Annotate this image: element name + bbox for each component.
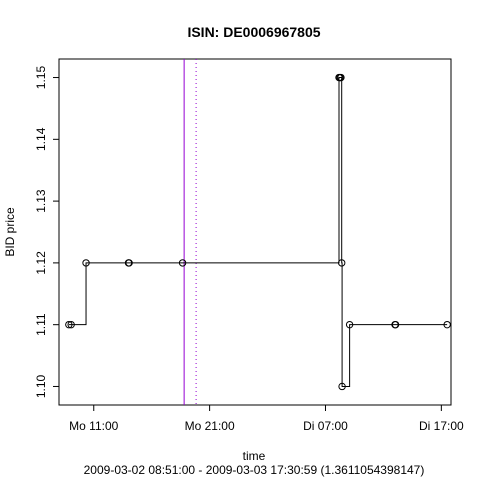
- x-tick-label: Di 07:00: [303, 419, 348, 433]
- data-point: [391, 320, 400, 329]
- y-tick-label: 1.15: [34, 66, 48, 90]
- data-point: [338, 382, 346, 391]
- x-axis-label: time: [243, 449, 266, 463]
- x-tick-label: Mo 21:00: [185, 419, 235, 433]
- subtitle: 2009-03-02 08:51:00 - 2009-03-03 17:30:5…: [84, 463, 425, 477]
- y-tick-label: 1.13: [34, 189, 48, 213]
- plot-frame: [58, 58, 452, 406]
- x-tick-label: Mo 11:00: [69, 419, 118, 433]
- data-point: [82, 259, 90, 267]
- plot-area: [65, 59, 451, 405]
- data-point: [67, 320, 75, 329]
- data-point: [125, 259, 133, 267]
- y-axis: 1.10 1.11 1.12 1.13 1.14 1.15: [34, 66, 59, 398]
- y-tick-label: 1.14: [34, 127, 48, 151]
- y-axis-label: BID price: [3, 207, 17, 257]
- data-point: [65, 320, 73, 329]
- x-axis: Mo 11:00 Mo 21:00 Di 07:00 Di 17:00: [69, 405, 464, 433]
- series-line: [68, 77, 448, 387]
- data-point: [345, 320, 354, 329]
- y-tick-label: 1.11: [34, 313, 48, 336]
- data-point: [443, 320, 451, 329]
- data-point: [337, 73, 345, 82]
- y-tick-label: 1.12: [34, 251, 48, 275]
- data-point: [338, 259, 346, 267]
- data-point: [178, 259, 187, 267]
- chart-title: ISIN: DE0006967805: [187, 24, 320, 40]
- y-tick-label: 1.10: [34, 374, 48, 398]
- x-tick-label: Di 17:00: [419, 419, 464, 433]
